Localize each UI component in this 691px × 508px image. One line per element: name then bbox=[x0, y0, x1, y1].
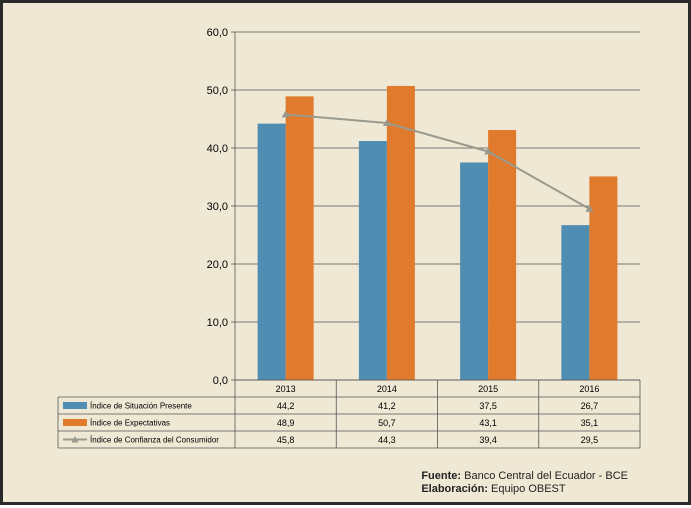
y-tick-label: 0,0 bbox=[213, 375, 228, 387]
line-point bbox=[585, 204, 594, 212]
bar bbox=[257, 123, 286, 380]
table-value: 44,2 bbox=[277, 401, 295, 411]
series-line bbox=[285, 113, 590, 210]
source-line: Fuente: Banco Central del Ecuador - BCE bbox=[421, 470, 628, 483]
bar bbox=[561, 225, 590, 380]
table-value: 39,4 bbox=[479, 435, 497, 445]
y-tick-label: 20,0 bbox=[207, 259, 228, 271]
table-value: 45,8 bbox=[277, 435, 295, 445]
x-tick-label: 2016 bbox=[579, 384, 599, 394]
bar bbox=[358, 141, 387, 380]
legend-swatch bbox=[63, 402, 87, 409]
bar bbox=[488, 130, 517, 380]
bar bbox=[386, 85, 415, 380]
line-point bbox=[382, 119, 391, 127]
x-tick-label: 2015 bbox=[478, 384, 498, 394]
table-value: 41,2 bbox=[378, 401, 396, 411]
table-value: 26,7 bbox=[581, 401, 599, 411]
x-tick-label: 2014 bbox=[377, 384, 397, 394]
bar bbox=[285, 96, 314, 380]
line-point bbox=[281, 110, 290, 118]
legend-label: Índice de Expectativas bbox=[90, 419, 170, 428]
credits-line: Elaboración: Equipo OBEST bbox=[421, 483, 628, 496]
table-value: 29,5 bbox=[581, 435, 599, 445]
source-note: Fuente: Banco Central del Ecuador - BCE … bbox=[421, 470, 628, 496]
bar bbox=[589, 176, 618, 380]
legend-swatch bbox=[63, 419, 87, 426]
y-tick-label: 40,0 bbox=[207, 143, 228, 155]
y-tick-label: 10,0 bbox=[207, 317, 228, 329]
bar bbox=[460, 162, 489, 380]
source-value: Banco Central del Ecuador - BCE bbox=[464, 470, 628, 482]
table-value: 43,1 bbox=[479, 418, 497, 428]
source-label: Fuente: bbox=[421, 470, 462, 482]
y-tick-label: 60,0 bbox=[207, 27, 228, 39]
table-value: 48,9 bbox=[277, 418, 295, 428]
table-value: 35,1 bbox=[581, 418, 599, 428]
y-tick-label: 30,0 bbox=[207, 201, 228, 213]
combo-chart: 0,0 10,0 20,0 30,0 40,0 50,0 60,0 2013 2014 2015 2… bbox=[57, 27, 641, 449]
legend-marker bbox=[71, 436, 79, 443]
table-value: 37,5 bbox=[479, 401, 497, 411]
credits-value: Equipo OBEST bbox=[491, 483, 566, 495]
credits-label: Elaboración: bbox=[421, 483, 488, 495]
legend-label: Índice de Situación Presente bbox=[90, 402, 192, 411]
legend-label: Índice de Confianza del Consumidor bbox=[90, 436, 219, 445]
table-value: 50,7 bbox=[378, 418, 396, 428]
table-value: 44,3 bbox=[378, 435, 396, 445]
x-tick-label: 2013 bbox=[276, 384, 296, 394]
line-point bbox=[484, 147, 493, 155]
y-tick-label: 50,0 bbox=[207, 85, 228, 97]
